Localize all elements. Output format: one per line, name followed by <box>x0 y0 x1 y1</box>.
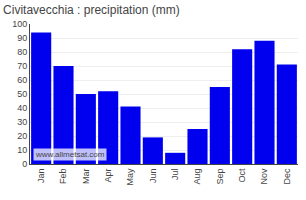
svg-text:10: 10 <box>17 145 27 155</box>
svg-text:20: 20 <box>17 131 27 141</box>
svg-text:30: 30 <box>17 117 27 127</box>
svg-text:Civitavecchia : precipitation: Civitavecchia : precipitation (mm) <box>3 3 180 17</box>
svg-text:100: 100 <box>12 19 27 29</box>
svg-text:70: 70 <box>17 61 27 71</box>
svg-text:60: 60 <box>17 75 27 85</box>
svg-text:40: 40 <box>17 103 27 113</box>
svg-text:90: 90 <box>17 33 27 43</box>
svg-text:Oct: Oct <box>237 168 247 183</box>
svg-text:May: May <box>125 168 135 186</box>
svg-text:Jun: Jun <box>148 169 158 184</box>
svg-text:www.allmetsat.com: www.allmetsat.com <box>35 150 105 159</box>
svg-text:0: 0 <box>22 159 27 169</box>
svg-text:Sep: Sep <box>215 169 225 185</box>
svg-text:80: 80 <box>17 47 27 57</box>
svg-text:Jan: Jan <box>36 169 46 184</box>
svg-text:Aug: Aug <box>192 169 202 185</box>
svg-text:Mar: Mar <box>81 169 91 185</box>
svg-text:Jul: Jul <box>170 169 180 181</box>
svg-text:Dec: Dec <box>282 168 292 185</box>
svg-text:50: 50 <box>17 89 27 99</box>
svg-text:Feb: Feb <box>58 169 68 185</box>
svg-text:Apr: Apr <box>103 169 113 183</box>
svg-text:Nov: Nov <box>259 168 269 185</box>
